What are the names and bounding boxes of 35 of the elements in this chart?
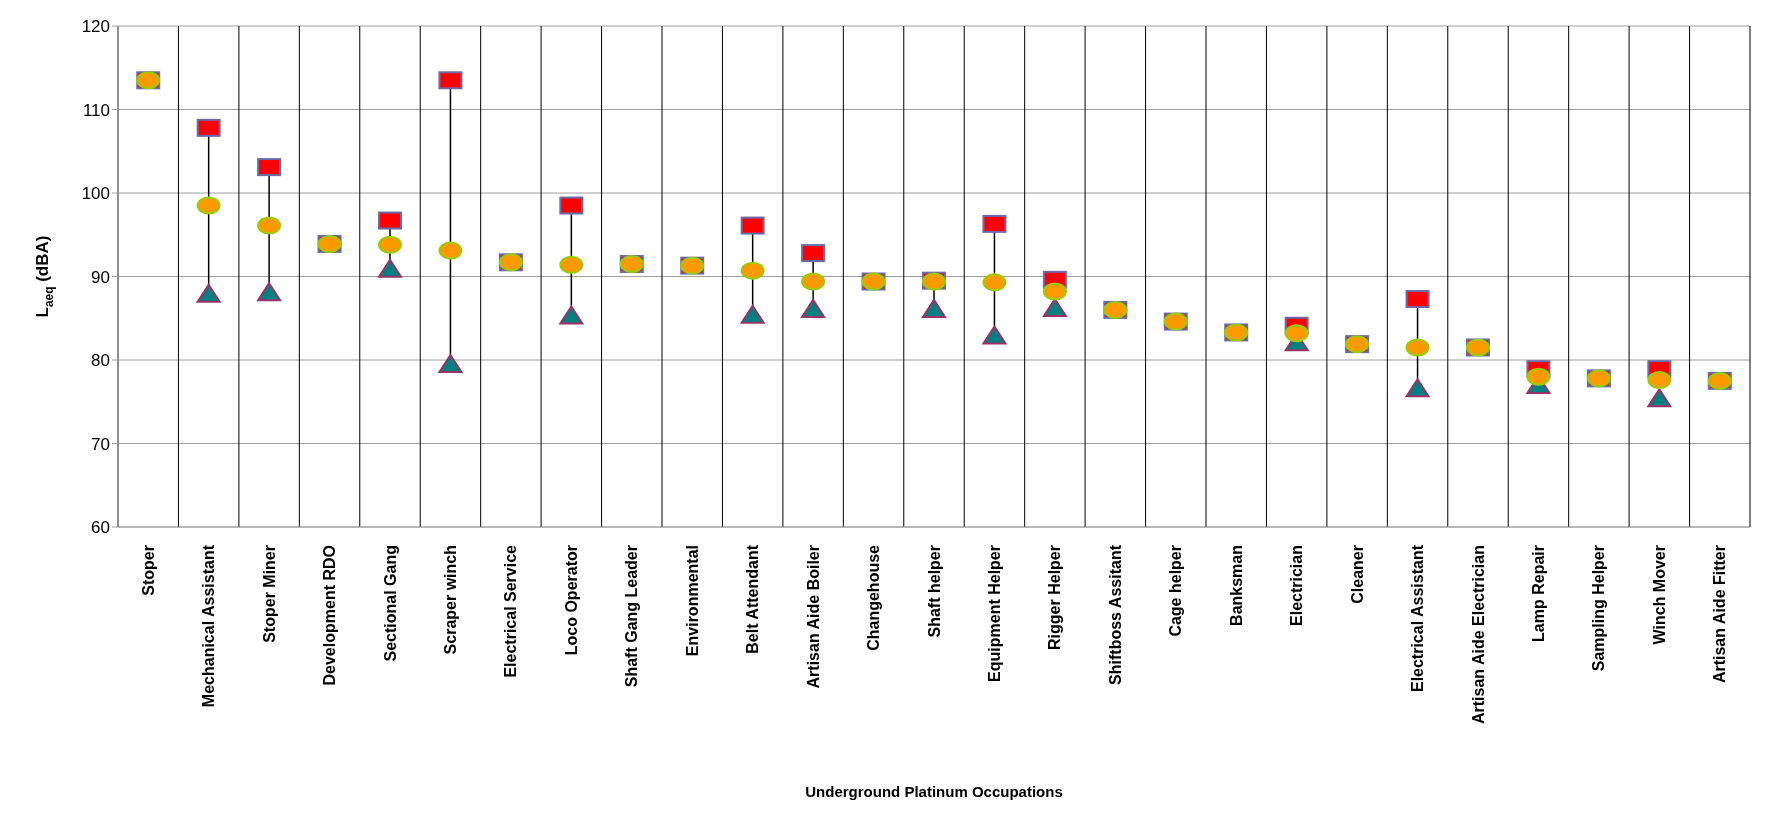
x-tick-label: Shaft helper <box>925 545 943 638</box>
x-tick-label: Shaft Gang Leader <box>623 545 641 688</box>
x-tick-label: Sectional Gang <box>381 545 399 662</box>
x-tick-label: Loco Operator <box>562 545 580 656</box>
x-tick-label: Environmental <box>683 545 701 657</box>
x-tick-label: Changehouse <box>865 544 883 651</box>
x-tick-label: Winch Mover <box>1650 545 1668 645</box>
y-tick-label: 100 <box>81 184 110 204</box>
x-tick-label: Electrical Service <box>502 544 520 678</box>
x-tick-label: Artisan Aide Fitter <box>1711 545 1729 684</box>
y-tick-label: 80 <box>91 351 110 371</box>
x-tick-label: Stoper <box>139 545 157 596</box>
y-tick-label: 110 <box>82 100 110 120</box>
x-tick-label: Rigger Helper <box>1046 545 1064 650</box>
x-tick-label: Mechanical Assistant <box>200 544 218 708</box>
x-tick-label: Artisan Aide Electrician <box>1469 545 1487 725</box>
x-tick-label: Electrician <box>1288 545 1306 626</box>
x-tick-label: Cage helper <box>1167 545 1185 637</box>
x-tick-label: Shiftboss Assitant <box>1106 544 1124 685</box>
x-tick-label: Lamp Repair <box>1529 545 1547 642</box>
y-tick-label: 120 <box>81 17 110 37</box>
x-axis-title: Underground Platinum Occupations <box>805 783 1063 800</box>
x-tick-label: Belt Attendant <box>744 544 762 654</box>
y-tick-label: 60 <box>91 518 110 538</box>
x-tick-label: Development RDO <box>321 545 339 686</box>
x-tick-label: Stoper Miner <box>260 545 278 643</box>
y-tick-label: 70 <box>91 434 110 454</box>
x-tick-label: Cleaner <box>1348 545 1366 604</box>
x-tick-label: Banksman <box>1227 545 1245 626</box>
x-tick-label: Artisan Aide Boiler <box>804 545 822 689</box>
y-tick-label: 90 <box>91 267 110 287</box>
x-tick-label: Electrical Assistant <box>1409 544 1427 693</box>
x-tick-label: Scraper winch <box>441 545 459 655</box>
x-tick-label: Equipment Helper <box>985 545 1003 682</box>
x-tick-label: Sampling Helper <box>1590 545 1608 672</box>
